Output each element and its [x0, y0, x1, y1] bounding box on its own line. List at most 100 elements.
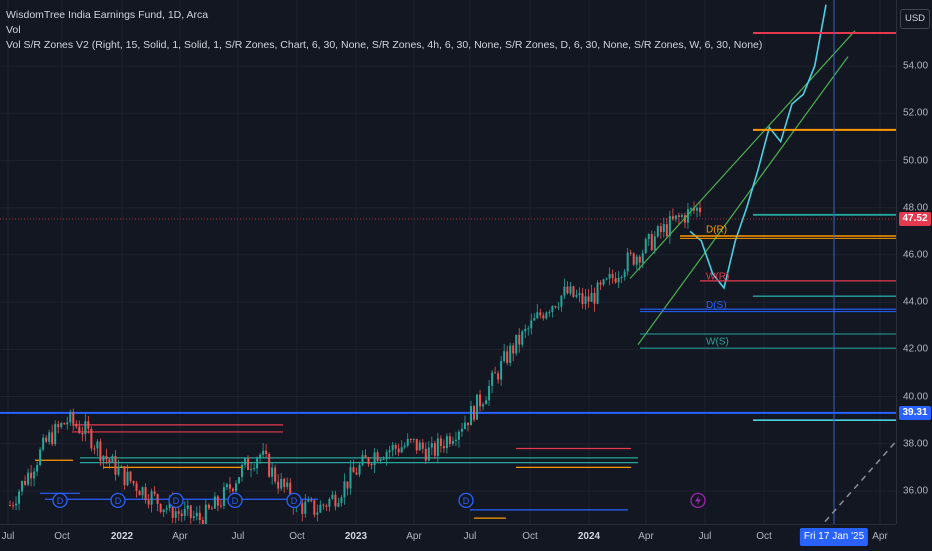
volume-indicator-label[interactable]: Vol [6, 24, 21, 36]
x-tick-label: Oct [522, 531, 538, 542]
candle-body [590, 292, 593, 302]
candle-body [69, 412, 72, 423]
y-tick-label: 48.00 [903, 202, 929, 214]
candle-body [9, 505, 11, 507]
candle-body [699, 207, 701, 213]
y-tick-label: 42.00 [903, 343, 929, 355]
candle-body [409, 438, 412, 440]
candle-body [244, 458, 247, 465]
candle-body [515, 334, 518, 354]
event-marker-label: D [115, 496, 122, 506]
candle-body [237, 477, 240, 484]
candle-body [412, 438, 415, 440]
event-marker-circle [286, 492, 302, 509]
time-axis[interactable]: Jul Oct 2022 Apr Jul Oct 2023 Apr Jul Oct 2024 Apr J… [0, 524, 896, 551]
lightning-icon [695, 495, 701, 506]
candle-body [482, 404, 485, 407]
candle-body [680, 215, 683, 217]
chart-plot-area[interactable]: D(R) W(R) D(S) W(S) D D D D D D WisdomTree India … [0, 0, 900, 532]
candle-body [132, 481, 135, 484]
lightning-marker[interactable] [690, 492, 706, 509]
candle-body [560, 295, 563, 307]
candle-body [207, 504, 210, 509]
x-tick-label: Jul [1, 531, 15, 542]
candle-body [117, 466, 120, 475]
candle-body [373, 452, 376, 466]
channel-upper-line [629, 30, 856, 279]
candle-body [268, 453, 271, 477]
candle-body [271, 467, 274, 477]
candle-body [280, 478, 283, 489]
candle-body [436, 438, 439, 456]
candle-body [36, 464, 39, 472]
candle-body [617, 277, 620, 283]
currency-button[interactable]: USD [900, 9, 930, 29]
candle-body [87, 421, 90, 429]
candle-body [391, 444, 394, 451]
candle-body [250, 469, 253, 471]
candle-body [421, 442, 424, 449]
candle-body [448, 436, 451, 444]
candle-body [45, 437, 48, 442]
candle-body [222, 487, 225, 506]
candle-body [545, 312, 548, 319]
candle-body [491, 372, 494, 386]
candle-body [216, 496, 219, 506]
candle-body [316, 512, 319, 515]
candle-body [42, 437, 45, 450]
candle-body [674, 215, 677, 220]
candle-body [355, 472, 358, 475]
candle-body [12, 505, 15, 507]
event-marker[interactable]: D [458, 492, 474, 509]
candle-body [695, 207, 698, 211]
candle-body [364, 455, 367, 458]
candle-body [599, 282, 602, 285]
candle-body [147, 500, 150, 505]
candle-body [219, 505, 222, 507]
candle-body [665, 224, 668, 237]
price-candles [9, 201, 701, 532]
event-marker[interactable]: D [52, 492, 68, 509]
candle-body [358, 464, 361, 475]
candle-body [614, 278, 617, 283]
candle-body [99, 441, 102, 462]
y-tick-label: 40.00 [903, 391, 929, 403]
candle-body [581, 293, 584, 304]
candle-body [605, 278, 608, 280]
sr-zones-indicator-label[interactable]: Vol S/R Zones V2 (Right, 15, Solid, 1, S… [6, 39, 763, 51]
candle-body [262, 450, 265, 455]
candle-body [108, 459, 111, 463]
candle-body [403, 445, 406, 448]
candle-body [497, 373, 500, 380]
candle-body [153, 491, 156, 495]
event-marker[interactable]: D [168, 492, 184, 509]
event-marker-label: D [232, 496, 239, 506]
x-tick-label: 2023 [344, 531, 368, 542]
candle-body [418, 442, 421, 451]
candle-body [174, 511, 177, 518]
event-marker-label: D [463, 496, 470, 506]
candle-body [572, 286, 575, 297]
candle-body [659, 226, 662, 232]
price-axis[interactable]: USD 36.00 38.00 40.00 42.00 44.00 46.00 48.00 5… [896, 0, 932, 524]
candle-body [367, 457, 370, 465]
candle-body [277, 481, 280, 489]
candle-body [430, 443, 433, 448]
event-marker[interactable]: D [286, 492, 302, 509]
symbol-title[interactable]: WisdomTree India Earnings Fund, 1D, Arca [6, 9, 209, 21]
candle-body [328, 498, 331, 507]
candle-body [210, 508, 213, 510]
chart-legend: WisdomTree India Earnings Fund, 1D, Arca… [6, 8, 762, 53]
x-tick-label: Jul [698, 531, 712, 542]
event-marker[interactable]: D [227, 492, 243, 509]
chart-canvas[interactable]: D(R) W(R) D(S) W(S) D D D D D D [0, 0, 900, 532]
candle-body [304, 501, 307, 514]
candle-body [177, 511, 180, 514]
candle-body [641, 252, 644, 263]
event-marker-circle [458, 492, 474, 509]
candle-body [533, 318, 536, 321]
candle-body [668, 216, 671, 237]
event-marker[interactable]: D [110, 492, 126, 509]
candle-body [551, 306, 554, 312]
candle-body [596, 282, 599, 304]
